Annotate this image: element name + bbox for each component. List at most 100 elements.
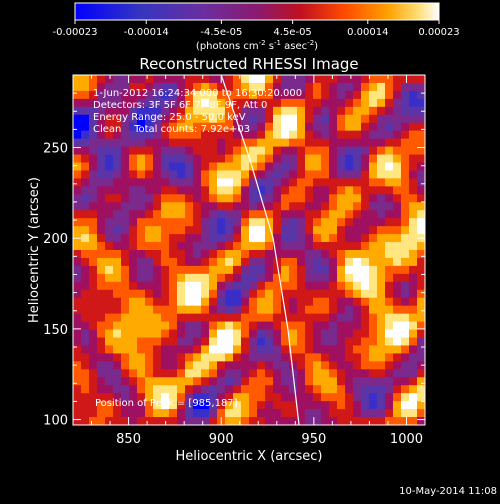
heatmap-cell: [297, 106, 306, 116]
heatmap-cell: [145, 146, 154, 156]
heatmap-cell: [105, 265, 114, 275]
heatmap-cell: [201, 106, 210, 116]
heatmap-cell: [313, 146, 322, 156]
heatmap-cell: [345, 106, 354, 116]
heatmap-cell: [377, 305, 386, 315]
heatmap-cell: [273, 106, 282, 116]
heatmap-cell: [313, 361, 322, 370]
heatmap-cell: [105, 417, 114, 425]
heatmap-cell: [145, 242, 154, 251]
heatmap-cell: [97, 361, 106, 370]
heatmap-cell: [265, 313, 274, 323]
heatmap-cell: [137, 218, 146, 227]
heatmap-cell: [337, 234, 346, 243]
heatmap-cell: [73, 242, 82, 251]
heatmap-cell: [137, 82, 146, 92]
heatmap-cell: [337, 281, 346, 291]
heatmap-cell: [313, 353, 322, 362]
heatmap-cell: [393, 297, 402, 307]
heatmap-cell: [281, 75, 290, 84]
heatmap-cell: [169, 377, 178, 386]
heatmap-cell: [273, 82, 282, 92]
heatmap-cell: [417, 186, 425, 195]
heatmap-cell: [385, 265, 394, 275]
heatmap-cell: [329, 75, 338, 84]
heatmap-cell: [313, 186, 322, 195]
heatmap-cell: [337, 210, 346, 219]
heatmap-cell: [81, 75, 90, 84]
heatmap-cell: [417, 226, 425, 235]
heatmap-cell: [225, 98, 234, 108]
heatmap-cell: [377, 138, 386, 148]
heatmap-cell: [337, 369, 346, 378]
heatmap-cell: [377, 289, 386, 299]
heatmap-cell: [377, 377, 386, 386]
heatmap-cell: [185, 409, 194, 418]
heatmap-cell: [233, 417, 242, 425]
heatmap-cell: [241, 98, 250, 108]
heatmap-cell: [137, 313, 146, 323]
heatmap-cell: [137, 242, 146, 251]
heatmap-cell: [97, 281, 106, 291]
heatmap-cell: [409, 90, 418, 100]
heatmap-cell: [297, 170, 306, 179]
heatmap-cell: [401, 337, 410, 347]
heatmap-cell: [345, 385, 354, 394]
heatmap-cell: [137, 321, 146, 331]
heatmap-cell: [145, 218, 154, 227]
heatmap-cell: [281, 417, 290, 425]
heatmap-cell: [225, 409, 234, 418]
heatmap-cell: [233, 329, 242, 339]
heatmap-cell: [321, 178, 330, 187]
heatmap-cell: [321, 417, 330, 425]
heatmap-cell: [113, 210, 122, 219]
heatmap-cell: [105, 186, 114, 195]
heatmap-cell: [281, 146, 290, 156]
heatmap-cell: [393, 329, 402, 339]
heatmap-cell: [345, 321, 354, 331]
heatmap-cell: [113, 234, 122, 243]
heatmap-cell: [161, 361, 170, 370]
heatmap-cell: [225, 273, 234, 283]
heatmap-cell: [281, 353, 290, 362]
x-tick-label: 900: [209, 432, 234, 447]
heatmap-cell: [241, 138, 250, 148]
heatmap-cell: [193, 106, 202, 116]
heatmap-cell: [177, 417, 186, 425]
heatmap-cell: [289, 138, 298, 148]
heatmap-cell: [361, 361, 370, 370]
heatmap-cell: [169, 313, 178, 323]
heatmap-cell: [177, 329, 186, 339]
heatmap-cell: [121, 90, 130, 100]
heatmap-cell: [409, 234, 418, 243]
heatmap-cell: [353, 297, 362, 307]
heatmap-cell: [161, 162, 170, 172]
heatmap-cell: [321, 250, 330, 259]
heatmap-cell: [297, 242, 306, 251]
heatmap-cell: [241, 265, 250, 275]
heatmap-cell: [121, 369, 130, 378]
heatmap-cell: [273, 218, 282, 227]
heatmap-cell: [273, 385, 282, 394]
heatmap-cell: [305, 75, 314, 84]
heatmap-cell: [321, 401, 330, 410]
heatmap-cell: [89, 226, 98, 235]
heatmap-cell: [321, 409, 330, 418]
heatmap-cell: [121, 409, 130, 418]
heatmap-cell: [233, 385, 242, 394]
heatmap-cell: [153, 98, 162, 108]
heatmap-cell: [337, 186, 346, 195]
heatmap-cell: [185, 313, 194, 323]
heatmap-cell: [297, 130, 306, 140]
heatmap-cell: [193, 218, 202, 227]
heatmap-cell: [353, 146, 362, 156]
heatmap-cell: [257, 385, 266, 394]
heatmap-cell: [81, 106, 90, 116]
heatmap-cell: [121, 321, 130, 331]
heatmap-cell: [121, 106, 130, 116]
heatmap-cell: [105, 178, 114, 187]
heatmap-cell: [137, 162, 146, 172]
heatmap-cell: [257, 305, 266, 315]
heatmap-cell: [145, 305, 154, 315]
heatmap-cell: [113, 369, 122, 378]
